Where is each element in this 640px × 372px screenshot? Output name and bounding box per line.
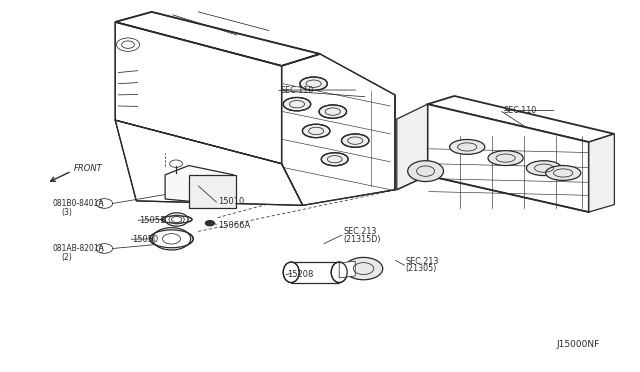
Text: SEC.110: SEC.110 <box>503 106 536 115</box>
Ellipse shape <box>342 134 369 147</box>
Polygon shape <box>282 54 395 205</box>
Ellipse shape <box>488 151 524 166</box>
Ellipse shape <box>449 140 485 154</box>
Polygon shape <box>189 175 236 208</box>
Text: SEC.213: SEC.213 <box>343 227 376 236</box>
Ellipse shape <box>300 77 328 90</box>
Text: (2): (2) <box>62 253 72 262</box>
Ellipse shape <box>526 161 562 176</box>
Text: FRONT: FRONT <box>74 164 102 173</box>
Polygon shape <box>291 262 339 283</box>
Ellipse shape <box>161 216 192 223</box>
Text: 15050: 15050 <box>132 235 159 244</box>
Text: 15208: 15208 <box>287 270 313 279</box>
Ellipse shape <box>283 262 300 283</box>
Polygon shape <box>115 120 303 205</box>
Polygon shape <box>428 96 614 142</box>
Polygon shape <box>115 22 282 164</box>
Circle shape <box>152 228 191 250</box>
Polygon shape <box>115 12 320 66</box>
Ellipse shape <box>545 166 581 180</box>
Text: SEC.213: SEC.213 <box>406 257 439 266</box>
Text: (21315D): (21315D) <box>343 235 381 244</box>
Polygon shape <box>339 261 355 278</box>
Ellipse shape <box>284 97 311 111</box>
Polygon shape <box>165 166 236 204</box>
Text: 15053: 15053 <box>140 216 166 225</box>
Ellipse shape <box>150 230 193 248</box>
Ellipse shape <box>321 153 348 166</box>
Circle shape <box>408 161 444 182</box>
Text: (3): (3) <box>62 208 72 217</box>
Ellipse shape <box>302 124 330 138</box>
Text: Ⓐ: Ⓐ <box>99 200 102 207</box>
Circle shape <box>205 221 214 226</box>
Text: SEC.110: SEC.110 <box>280 86 314 94</box>
Text: 081AB-8201A: 081AB-8201A <box>52 244 104 253</box>
Ellipse shape <box>319 105 347 118</box>
Text: 15010: 15010 <box>218 198 244 206</box>
Ellipse shape <box>332 262 348 283</box>
Text: J15000NF: J15000NF <box>556 340 600 349</box>
Polygon shape <box>397 104 428 190</box>
Polygon shape <box>589 134 614 212</box>
Circle shape <box>344 257 383 280</box>
Text: 15066A: 15066A <box>218 221 250 230</box>
Text: (21305): (21305) <box>406 264 437 273</box>
Circle shape <box>165 213 188 226</box>
Text: Ⓑ: Ⓑ <box>99 245 102 252</box>
Polygon shape <box>428 104 589 212</box>
Text: 081B0-8401A: 081B0-8401A <box>52 199 104 208</box>
